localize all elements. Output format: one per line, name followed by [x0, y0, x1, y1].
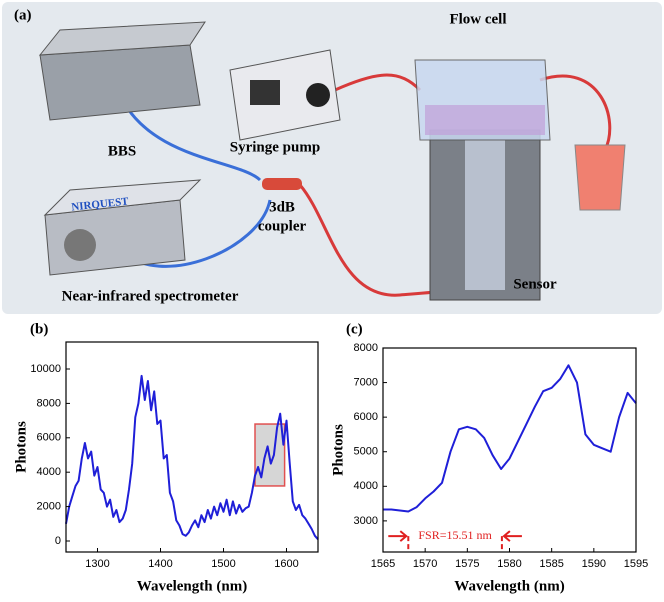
x-tick-label: 1585 [539, 558, 563, 570]
x-tick-label: 1565 [371, 558, 395, 570]
x-tick-label: 1580 [497, 558, 521, 570]
bbs-label: BBS [108, 143, 136, 159]
y-tick-label: 10000 [30, 363, 61, 375]
annotation-arrow [502, 530, 522, 542]
y-tick-label: 6000 [354, 411, 378, 423]
syringe-pump [229, 49, 341, 141]
plot-frame [65, 341, 319, 553]
y-tick-label: 6000 [37, 432, 61, 444]
y-tick-label: 8000 [354, 342, 378, 354]
fan [64, 229, 96, 261]
x-tick-label: 1300 [85, 558, 109, 570]
spectrometer-top [43, 179, 202, 216]
data-line [383, 364, 637, 513]
x-tick-label: 1500 [211, 558, 235, 570]
pump-screen [250, 80, 280, 105]
data-line [65, 374, 319, 540]
x-tick-label: 1575 [455, 558, 479, 570]
coupler [262, 178, 302, 190]
y-tick-label: 4000 [354, 480, 378, 492]
y-tick-label: 2000 [37, 501, 61, 513]
sensor-label: Sensor [513, 276, 557, 292]
beaker [574, 144, 626, 211]
flow-cell-label: Flow cell [449, 11, 506, 27]
x-tick-label: 1570 [413, 558, 437, 570]
coupler-label: coupler [258, 218, 307, 234]
chart: (c) FSR=15.51 nm 1565 1570 1575 1580 1585 1590 1… [330, 321, 648, 594]
x-tick-label: 1595 [624, 558, 648, 570]
panel-label: (a) [14, 7, 32, 23]
sensor-fiber [465, 140, 505, 290]
y-tick-label: 7000 [354, 376, 378, 388]
panel-label: (b) [30, 321, 48, 337]
syringe-label: Syringe pump [230, 139, 320, 155]
chart: (b) 1300 1400 1500 1600 0 2000 4000 6000 8000 1000… [13, 321, 319, 594]
y-tick-label: 5000 [354, 446, 378, 458]
annotation-arrow [388, 530, 408, 542]
x-tick-label: 1400 [148, 558, 172, 570]
spectrometer-label: Near-infrared spectrometer [62, 288, 239, 304]
panel-a: (a) BBS Syringe pump Flow cell 3dB coupl… [2, 2, 662, 314]
panel-label: (c) [346, 321, 363, 337]
y-tick-label: 4000 [37, 466, 61, 478]
x-tick-label: 1590 [582, 558, 606, 570]
y-tick-label: 8000 [37, 397, 61, 409]
pump-knob [306, 83, 330, 107]
coupler-label: 3dB [269, 199, 295, 215]
x-axis-label: Wavelength (nm) [137, 578, 247, 594]
y-axis-label: Photons [13, 421, 29, 473]
y-axis-label: Photons [330, 424, 346, 476]
y-tick-label: 3000 [354, 515, 378, 527]
y-tick-label: 0 [55, 535, 61, 547]
annotation-text: FSR=15.51 nm [418, 528, 492, 542]
plot-frame [382, 347, 637, 553]
bbs-top [38, 21, 206, 56]
x-tick-label: 1600 [274, 558, 298, 570]
x-axis-label: Wavelength (nm) [454, 578, 564, 594]
flow-cell-liquid [425, 105, 545, 135]
